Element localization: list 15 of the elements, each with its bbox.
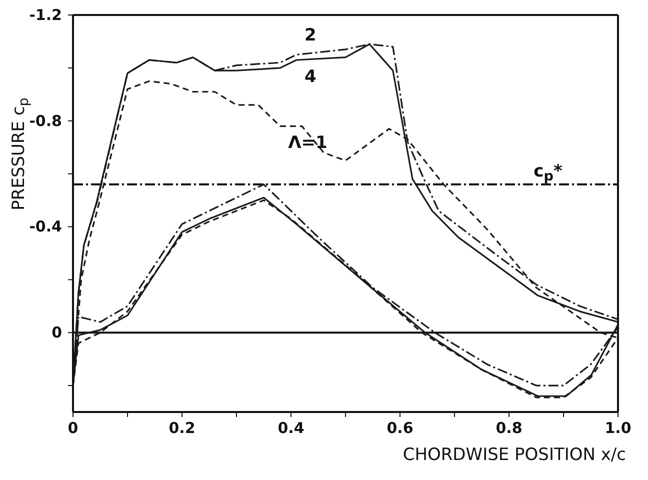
x-axis-title: CHORDWISE POSITION x/c — [402, 445, 626, 465]
y-tick-label: 0 — [52, 324, 62, 342]
y-tick-label: -0.8 — [29, 112, 62, 130]
x-tick-label: 1.0 — [604, 419, 632, 437]
x-tick-label: 0.6 — [386, 419, 414, 437]
x-tick-label: 0 — [68, 419, 78, 437]
ref-line-label: c$_{p}$* — [534, 161, 562, 185]
series-label: 4 — [304, 66, 316, 87]
y-tick-label: -0.4 — [29, 218, 62, 236]
x-tick-label: 0.2 — [168, 419, 196, 437]
y-tick-label: -1.2 — [29, 6, 62, 24]
x-tick-label: 0.4 — [278, 419, 304, 437]
x-tick-label: 0.8 — [496, 419, 522, 437]
series-label: 2 — [304, 26, 316, 46]
series-label: Λ=1 — [288, 133, 328, 154]
